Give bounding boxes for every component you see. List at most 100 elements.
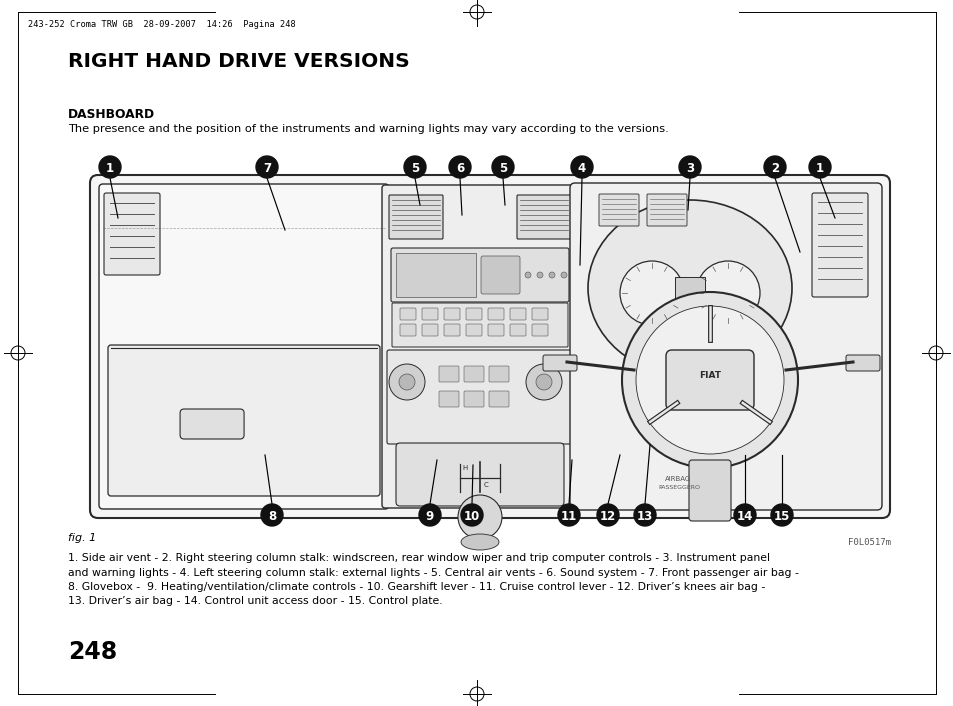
Text: DASHBOARD: DASHBOARD bbox=[68, 108, 155, 121]
Text: FIAT: FIAT bbox=[699, 371, 720, 381]
Text: and warning lights - 4. Left steering column stalk: external lights - 5. Central: and warning lights - 4. Left steering co… bbox=[68, 568, 798, 578]
FancyBboxPatch shape bbox=[510, 308, 525, 320]
FancyBboxPatch shape bbox=[399, 308, 416, 320]
Circle shape bbox=[548, 272, 555, 278]
Circle shape bbox=[621, 292, 797, 468]
FancyBboxPatch shape bbox=[395, 253, 476, 297]
Circle shape bbox=[525, 364, 561, 400]
FancyBboxPatch shape bbox=[598, 194, 639, 226]
Circle shape bbox=[457, 495, 501, 539]
FancyBboxPatch shape bbox=[180, 409, 244, 439]
Circle shape bbox=[808, 156, 830, 178]
FancyBboxPatch shape bbox=[465, 308, 481, 320]
Circle shape bbox=[418, 504, 440, 526]
Text: 14: 14 bbox=[736, 510, 753, 522]
Text: 3: 3 bbox=[685, 162, 694, 174]
Text: 9: 9 bbox=[425, 510, 434, 522]
Circle shape bbox=[636, 306, 783, 454]
FancyBboxPatch shape bbox=[391, 248, 568, 302]
Text: C: C bbox=[483, 482, 488, 488]
FancyBboxPatch shape bbox=[389, 195, 442, 239]
Text: H: H bbox=[461, 465, 467, 471]
Text: 1: 1 bbox=[106, 162, 114, 174]
Circle shape bbox=[560, 272, 566, 278]
Circle shape bbox=[619, 261, 683, 325]
Circle shape bbox=[770, 504, 792, 526]
FancyBboxPatch shape bbox=[517, 195, 571, 239]
FancyBboxPatch shape bbox=[443, 324, 459, 336]
Circle shape bbox=[492, 156, 514, 178]
Text: The presence and the position of the instruments and warning lights may vary acc: The presence and the position of the ins… bbox=[68, 124, 668, 134]
Ellipse shape bbox=[460, 534, 498, 550]
FancyBboxPatch shape bbox=[443, 308, 459, 320]
Text: 15: 15 bbox=[773, 510, 789, 522]
FancyBboxPatch shape bbox=[488, 324, 503, 336]
FancyBboxPatch shape bbox=[438, 366, 458, 382]
FancyBboxPatch shape bbox=[480, 256, 519, 294]
Text: 8. Glovebox -  9. Heating/ventilation/climate controls - 10. Gearshift lever - 1: 8. Glovebox - 9. Heating/ventilation/cli… bbox=[68, 582, 764, 592]
Circle shape bbox=[558, 504, 579, 526]
Circle shape bbox=[460, 504, 482, 526]
Circle shape bbox=[763, 156, 785, 178]
FancyBboxPatch shape bbox=[108, 345, 379, 496]
FancyBboxPatch shape bbox=[488, 308, 503, 320]
FancyBboxPatch shape bbox=[421, 308, 437, 320]
FancyBboxPatch shape bbox=[532, 308, 547, 320]
Circle shape bbox=[537, 272, 542, 278]
Circle shape bbox=[449, 156, 471, 178]
FancyBboxPatch shape bbox=[463, 391, 483, 407]
Text: 1: 1 bbox=[815, 162, 823, 174]
Circle shape bbox=[597, 504, 618, 526]
FancyBboxPatch shape bbox=[395, 443, 563, 506]
Text: 7: 7 bbox=[263, 162, 271, 174]
Text: 8: 8 bbox=[268, 510, 275, 522]
FancyBboxPatch shape bbox=[510, 324, 525, 336]
Text: 13: 13 bbox=[637, 510, 653, 522]
FancyBboxPatch shape bbox=[387, 350, 573, 444]
Text: fig. 1: fig. 1 bbox=[68, 533, 96, 543]
Circle shape bbox=[634, 504, 656, 526]
Text: 4: 4 bbox=[578, 162, 585, 174]
Text: 2: 2 bbox=[770, 162, 779, 174]
FancyBboxPatch shape bbox=[811, 193, 867, 297]
Text: 243-252 Croma TRW GB  28-09-2007  14:26  Pagina 248: 243-252 Croma TRW GB 28-09-2007 14:26 Pa… bbox=[28, 20, 295, 29]
FancyBboxPatch shape bbox=[463, 366, 483, 382]
FancyBboxPatch shape bbox=[665, 350, 753, 410]
Circle shape bbox=[536, 374, 552, 390]
Text: AIRBAG: AIRBAG bbox=[664, 476, 691, 482]
FancyBboxPatch shape bbox=[465, 324, 481, 336]
Circle shape bbox=[403, 156, 426, 178]
Text: 6: 6 bbox=[456, 162, 464, 174]
Text: 10: 10 bbox=[463, 510, 479, 522]
FancyBboxPatch shape bbox=[381, 185, 578, 508]
FancyBboxPatch shape bbox=[421, 324, 437, 336]
Text: 11: 11 bbox=[560, 510, 577, 522]
FancyBboxPatch shape bbox=[569, 183, 882, 510]
Text: F0L0517m: F0L0517m bbox=[847, 538, 890, 547]
FancyBboxPatch shape bbox=[675, 277, 704, 299]
Text: 13. Driver’s air bag - 14. Control unit access door - 15. Control plate.: 13. Driver’s air bag - 14. Control unit … bbox=[68, 597, 442, 606]
Circle shape bbox=[524, 272, 531, 278]
Circle shape bbox=[696, 261, 760, 325]
Ellipse shape bbox=[587, 200, 791, 376]
Text: 12: 12 bbox=[599, 510, 616, 522]
FancyBboxPatch shape bbox=[532, 324, 547, 336]
Text: 5: 5 bbox=[498, 162, 507, 174]
FancyBboxPatch shape bbox=[104, 193, 160, 275]
FancyBboxPatch shape bbox=[542, 355, 577, 371]
Text: 248: 248 bbox=[68, 640, 117, 664]
FancyBboxPatch shape bbox=[845, 355, 879, 371]
Circle shape bbox=[398, 374, 415, 390]
Circle shape bbox=[255, 156, 277, 178]
Circle shape bbox=[99, 156, 121, 178]
FancyBboxPatch shape bbox=[438, 391, 458, 407]
Circle shape bbox=[733, 504, 755, 526]
FancyBboxPatch shape bbox=[489, 366, 509, 382]
Circle shape bbox=[389, 364, 424, 400]
FancyBboxPatch shape bbox=[489, 391, 509, 407]
FancyBboxPatch shape bbox=[646, 194, 686, 226]
Text: 5: 5 bbox=[411, 162, 418, 174]
FancyBboxPatch shape bbox=[99, 184, 389, 509]
FancyBboxPatch shape bbox=[392, 303, 567, 347]
Circle shape bbox=[679, 156, 700, 178]
